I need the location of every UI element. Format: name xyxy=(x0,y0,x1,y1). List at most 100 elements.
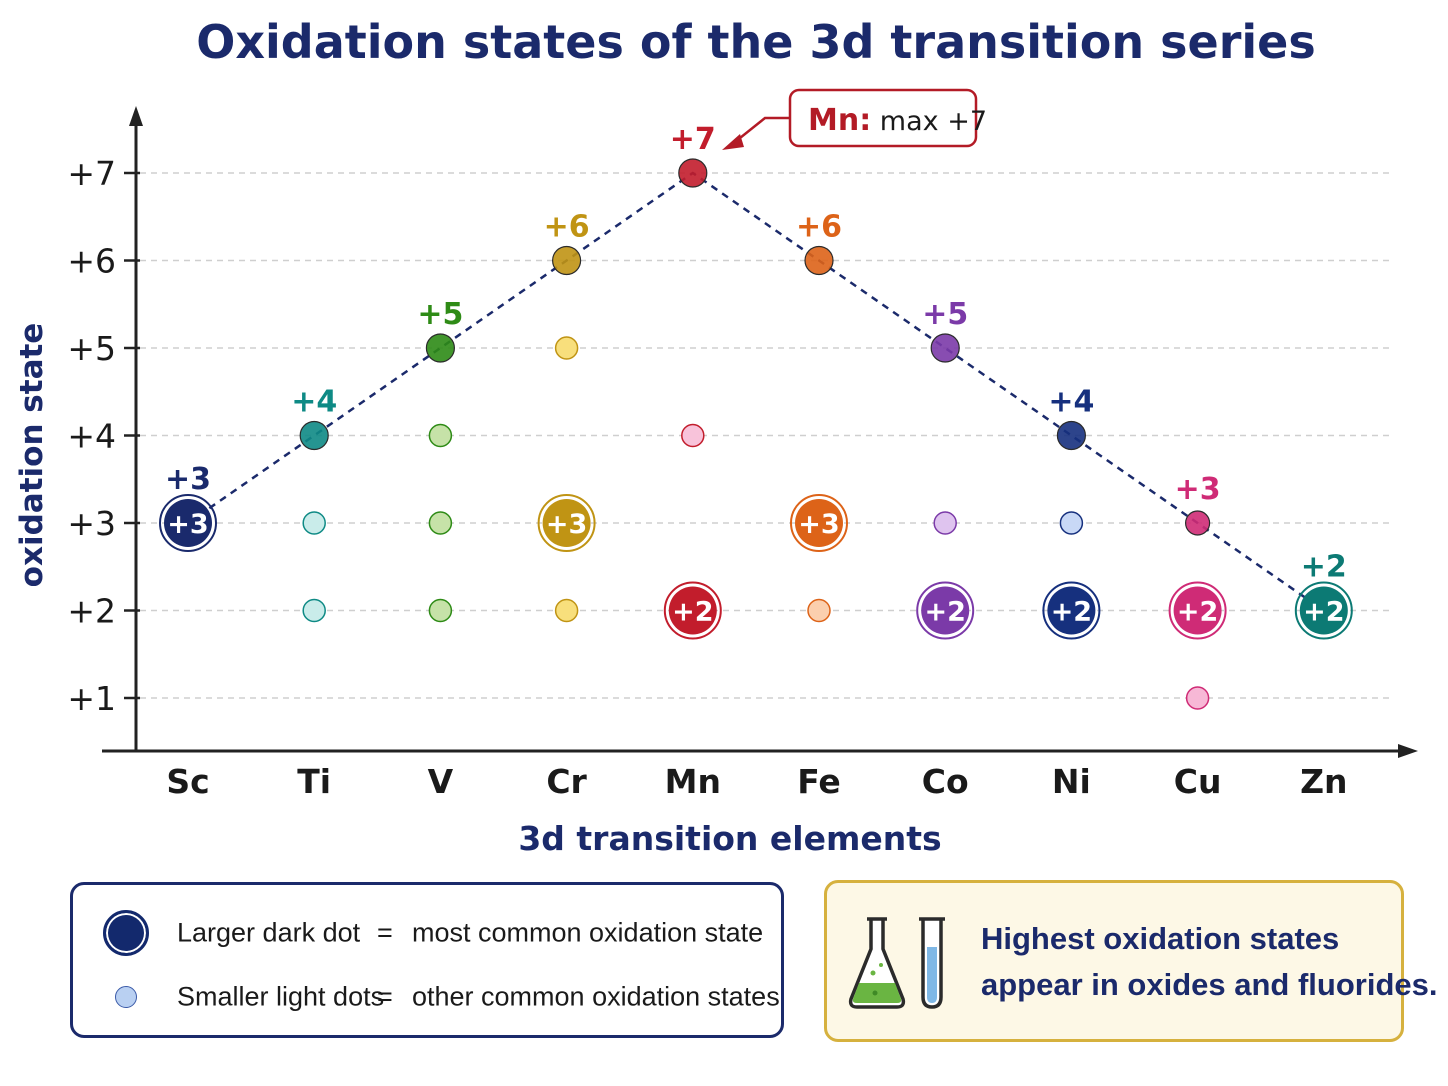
y-tick-label: +6 xyxy=(67,242,116,281)
other-state-dot xyxy=(302,511,326,535)
max-state-label: +5 xyxy=(417,297,463,332)
max-state-dot xyxy=(551,245,582,276)
test-tube-icon xyxy=(919,917,945,1009)
most-common-dot xyxy=(542,499,591,547)
x-tick-label: V xyxy=(428,762,454,801)
y-tick-labels: +1 +2 +3 +4 +5 +6 +7 xyxy=(67,154,116,718)
most-common-label: +2 xyxy=(1177,597,1218,628)
max-state-label: +4 xyxy=(291,385,337,420)
oxidation-chart: Oxidation states of the 3d transition se… xyxy=(14,15,1418,858)
data-points: +3 +3 +4 +5 +3 +6 +2 +7 +3 +6 +2 +5 +2 +4 +2 +3 +2 +2 xyxy=(159,122,1353,710)
other-state-dot xyxy=(681,423,705,448)
max-state-label: +3 xyxy=(165,462,211,497)
most-common-label: +2 xyxy=(924,597,965,628)
most-common-label: +3 xyxy=(167,509,208,540)
most-common-dot xyxy=(795,499,843,547)
y-tick-label: +4 xyxy=(67,417,116,456)
note-line-1: Highest oxidation states xyxy=(981,921,1340,956)
legend-light-label: Smaller light dots xyxy=(177,981,385,1012)
other-state-dot xyxy=(933,511,957,535)
most-common-ring xyxy=(159,494,217,552)
legend-dark-label: Larger dark dot xyxy=(177,917,361,948)
x-tick-label: Cr xyxy=(546,762,587,801)
most-common-label: +2 xyxy=(1051,597,1092,628)
most-common-label: +2 xyxy=(1303,597,1344,628)
max-state-dot xyxy=(804,245,834,276)
most-common-dot xyxy=(1299,586,1348,635)
annotation-leader xyxy=(734,116,790,143)
other-state-dot xyxy=(554,598,579,623)
y-tick-label: +2 xyxy=(67,592,116,631)
other-state-dot xyxy=(302,598,326,623)
flask-icon xyxy=(848,917,906,1009)
x-axis-arrow xyxy=(1398,744,1418,758)
most-common-label: +3 xyxy=(546,509,587,540)
max-state-dot xyxy=(425,333,455,363)
chart-title: Oxidation states of the 3d transition se… xyxy=(196,15,1316,69)
x-tick-label: Cu xyxy=(1174,762,1222,801)
max-state-label: +6 xyxy=(544,210,590,245)
most-common-ring xyxy=(663,581,722,640)
most-common-dot xyxy=(921,586,970,635)
annotation-bold: Mn: xyxy=(808,103,871,138)
x-tick-label: Fe xyxy=(797,762,841,801)
x-axis-label: 3d transition elements xyxy=(518,819,941,858)
max-state-label: +6 xyxy=(796,210,842,245)
most-common-ring xyxy=(1294,581,1353,640)
max-state-label: +5 xyxy=(922,297,968,332)
other-state-dot xyxy=(807,598,831,623)
max-state-dot xyxy=(678,158,708,188)
most-common-ring xyxy=(916,581,975,640)
other-state-dot xyxy=(428,598,453,623)
max-state-label: +3 xyxy=(1175,472,1221,507)
y-tick-label: +5 xyxy=(67,329,116,368)
other-state-dot xyxy=(1059,511,1084,535)
most-common-dot xyxy=(164,499,212,547)
most-common-label: +2 xyxy=(672,597,713,628)
x-tick-label: Sc xyxy=(166,762,209,801)
max-state-dot xyxy=(1056,420,1087,451)
x-tick-label: Zn xyxy=(1300,762,1347,801)
note-line-2: appear in oxides and fluorides. xyxy=(981,967,1438,1002)
x-tick-labels: Sc Ti V Cr Mn Fe Co Ni Cu Zn xyxy=(166,762,1347,801)
most-common-dot xyxy=(668,586,717,635)
other-state-dot xyxy=(554,336,579,360)
legend-row-other: Smaller light dots = other common oxidat… xyxy=(73,977,781,1017)
legend-row-most-common: Larger dark dot = most common oxidation … xyxy=(73,910,781,956)
y-axis-arrow xyxy=(129,106,143,126)
x-tick-label: Ni xyxy=(1052,762,1091,801)
max-state-dot xyxy=(930,333,960,363)
max-state-label: +4 xyxy=(1048,385,1094,420)
max-state-label: +7 xyxy=(670,122,716,157)
x-tick-label: Mn xyxy=(665,762,721,801)
legend-light-desc: other common oxidation states xyxy=(412,981,780,1012)
x-tick-label: Co xyxy=(922,762,969,801)
most-common-ring xyxy=(1168,581,1227,640)
legend-equals: = xyxy=(377,981,393,1012)
max-trend-line xyxy=(187,171,1325,612)
annotation-text: Mn: max +7 xyxy=(808,103,987,138)
y-axis-label: oxidation state xyxy=(14,323,50,588)
legend-dark-dot xyxy=(103,910,149,956)
y-tick-label: +1 xyxy=(67,679,116,718)
legend-equals: = xyxy=(377,917,393,948)
legend-box: Larger dark dot = most common oxidation … xyxy=(70,882,784,1038)
y-tick-label: +3 xyxy=(67,504,116,543)
most-common-label: +3 xyxy=(798,509,839,540)
axes xyxy=(102,106,1418,758)
legend-dark-desc: most common oxidation state xyxy=(412,917,764,948)
note-box: Highest oxidation states appear in oxide… xyxy=(824,880,1438,1042)
most-common-ring xyxy=(790,494,848,552)
annotation: Mn: max +7 xyxy=(722,88,987,150)
max-state-label: +2 xyxy=(1301,550,1347,585)
max-state-dot xyxy=(1184,510,1211,536)
most-common-dot xyxy=(1047,586,1096,635)
max-state-dot xyxy=(299,420,329,451)
most-common-dot xyxy=(1173,586,1222,635)
most-common-ring xyxy=(537,494,596,552)
y-tick-label: +7 xyxy=(67,154,116,193)
annotation-rest: max +7 xyxy=(871,106,987,137)
max-state-trend-line xyxy=(187,171,1325,612)
other-state-dot xyxy=(428,423,453,448)
most-common-ring xyxy=(1042,581,1101,640)
